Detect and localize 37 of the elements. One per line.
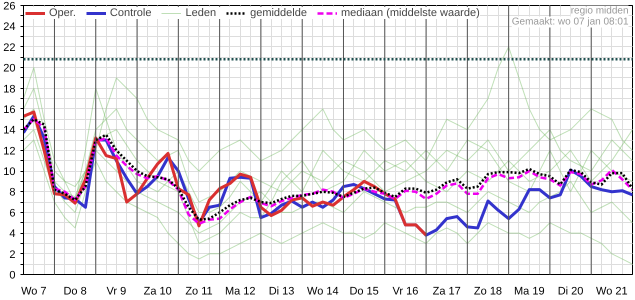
x-tick-label: Do 15 bbox=[349, 286, 379, 298]
y-tick-label: 24 bbox=[3, 21, 16, 34]
x-tick-label: Vr 16 bbox=[392, 286, 418, 298]
legend-label: Controle bbox=[110, 7, 152, 19]
x-tick-label: Vr 9 bbox=[106, 286, 126, 298]
y-tick-label: 22 bbox=[3, 42, 16, 54]
x-tick-label: Wo 21 bbox=[596, 286, 628, 298]
legend-label: Leden bbox=[185, 7, 216, 19]
y-tick-label: 26 bbox=[3, 0, 16, 12]
y-tick-label: 20 bbox=[3, 62, 16, 75]
y-tick-label: 0 bbox=[9, 270, 16, 282]
legend-label: Oper. bbox=[49, 7, 76, 19]
x-tick-label: Di 13 bbox=[268, 286, 294, 298]
annotation: regio midden bbox=[570, 6, 628, 16]
y-tick-label: 2 bbox=[9, 248, 16, 261]
y-tick-label: 14 bbox=[3, 124, 16, 137]
x-tick-label: Wo 7 bbox=[21, 286, 47, 298]
y-tick-label: 16 bbox=[3, 104, 16, 116]
x-tick-label: Za 17 bbox=[432, 286, 461, 298]
x-tick-label: Ma 19 bbox=[514, 286, 545, 298]
y-tick-label: 6 bbox=[9, 207, 16, 220]
y-tick-label: 10 bbox=[3, 166, 16, 178]
x-tick-label: Za 10 bbox=[144, 286, 172, 298]
y-tick-label: 4 bbox=[9, 228, 16, 240]
annotation: Gemaakt: wo 07 jan 08:01 bbox=[512, 16, 629, 28]
x-tick-label: Do 8 bbox=[63, 286, 87, 298]
x-tick-label: Ma 12 bbox=[224, 286, 256, 298]
x-tick-label: Zo 18 bbox=[474, 286, 502, 298]
x-tick-label: Wo 14 bbox=[307, 286, 339, 298]
x-tick-label: Di 20 bbox=[558, 286, 584, 298]
legend-label: gemiddelde bbox=[250, 7, 307, 19]
y-tick-label: 18 bbox=[3, 83, 16, 96]
y-tick-label: 12 bbox=[3, 145, 16, 158]
legend-label: mediaan (middelste waarde) bbox=[340, 7, 480, 19]
x-tick-label: Zo 11 bbox=[185, 286, 213, 298]
y-tick-label: 8 bbox=[9, 186, 16, 199]
line-series bbox=[24, 110, 428, 237]
